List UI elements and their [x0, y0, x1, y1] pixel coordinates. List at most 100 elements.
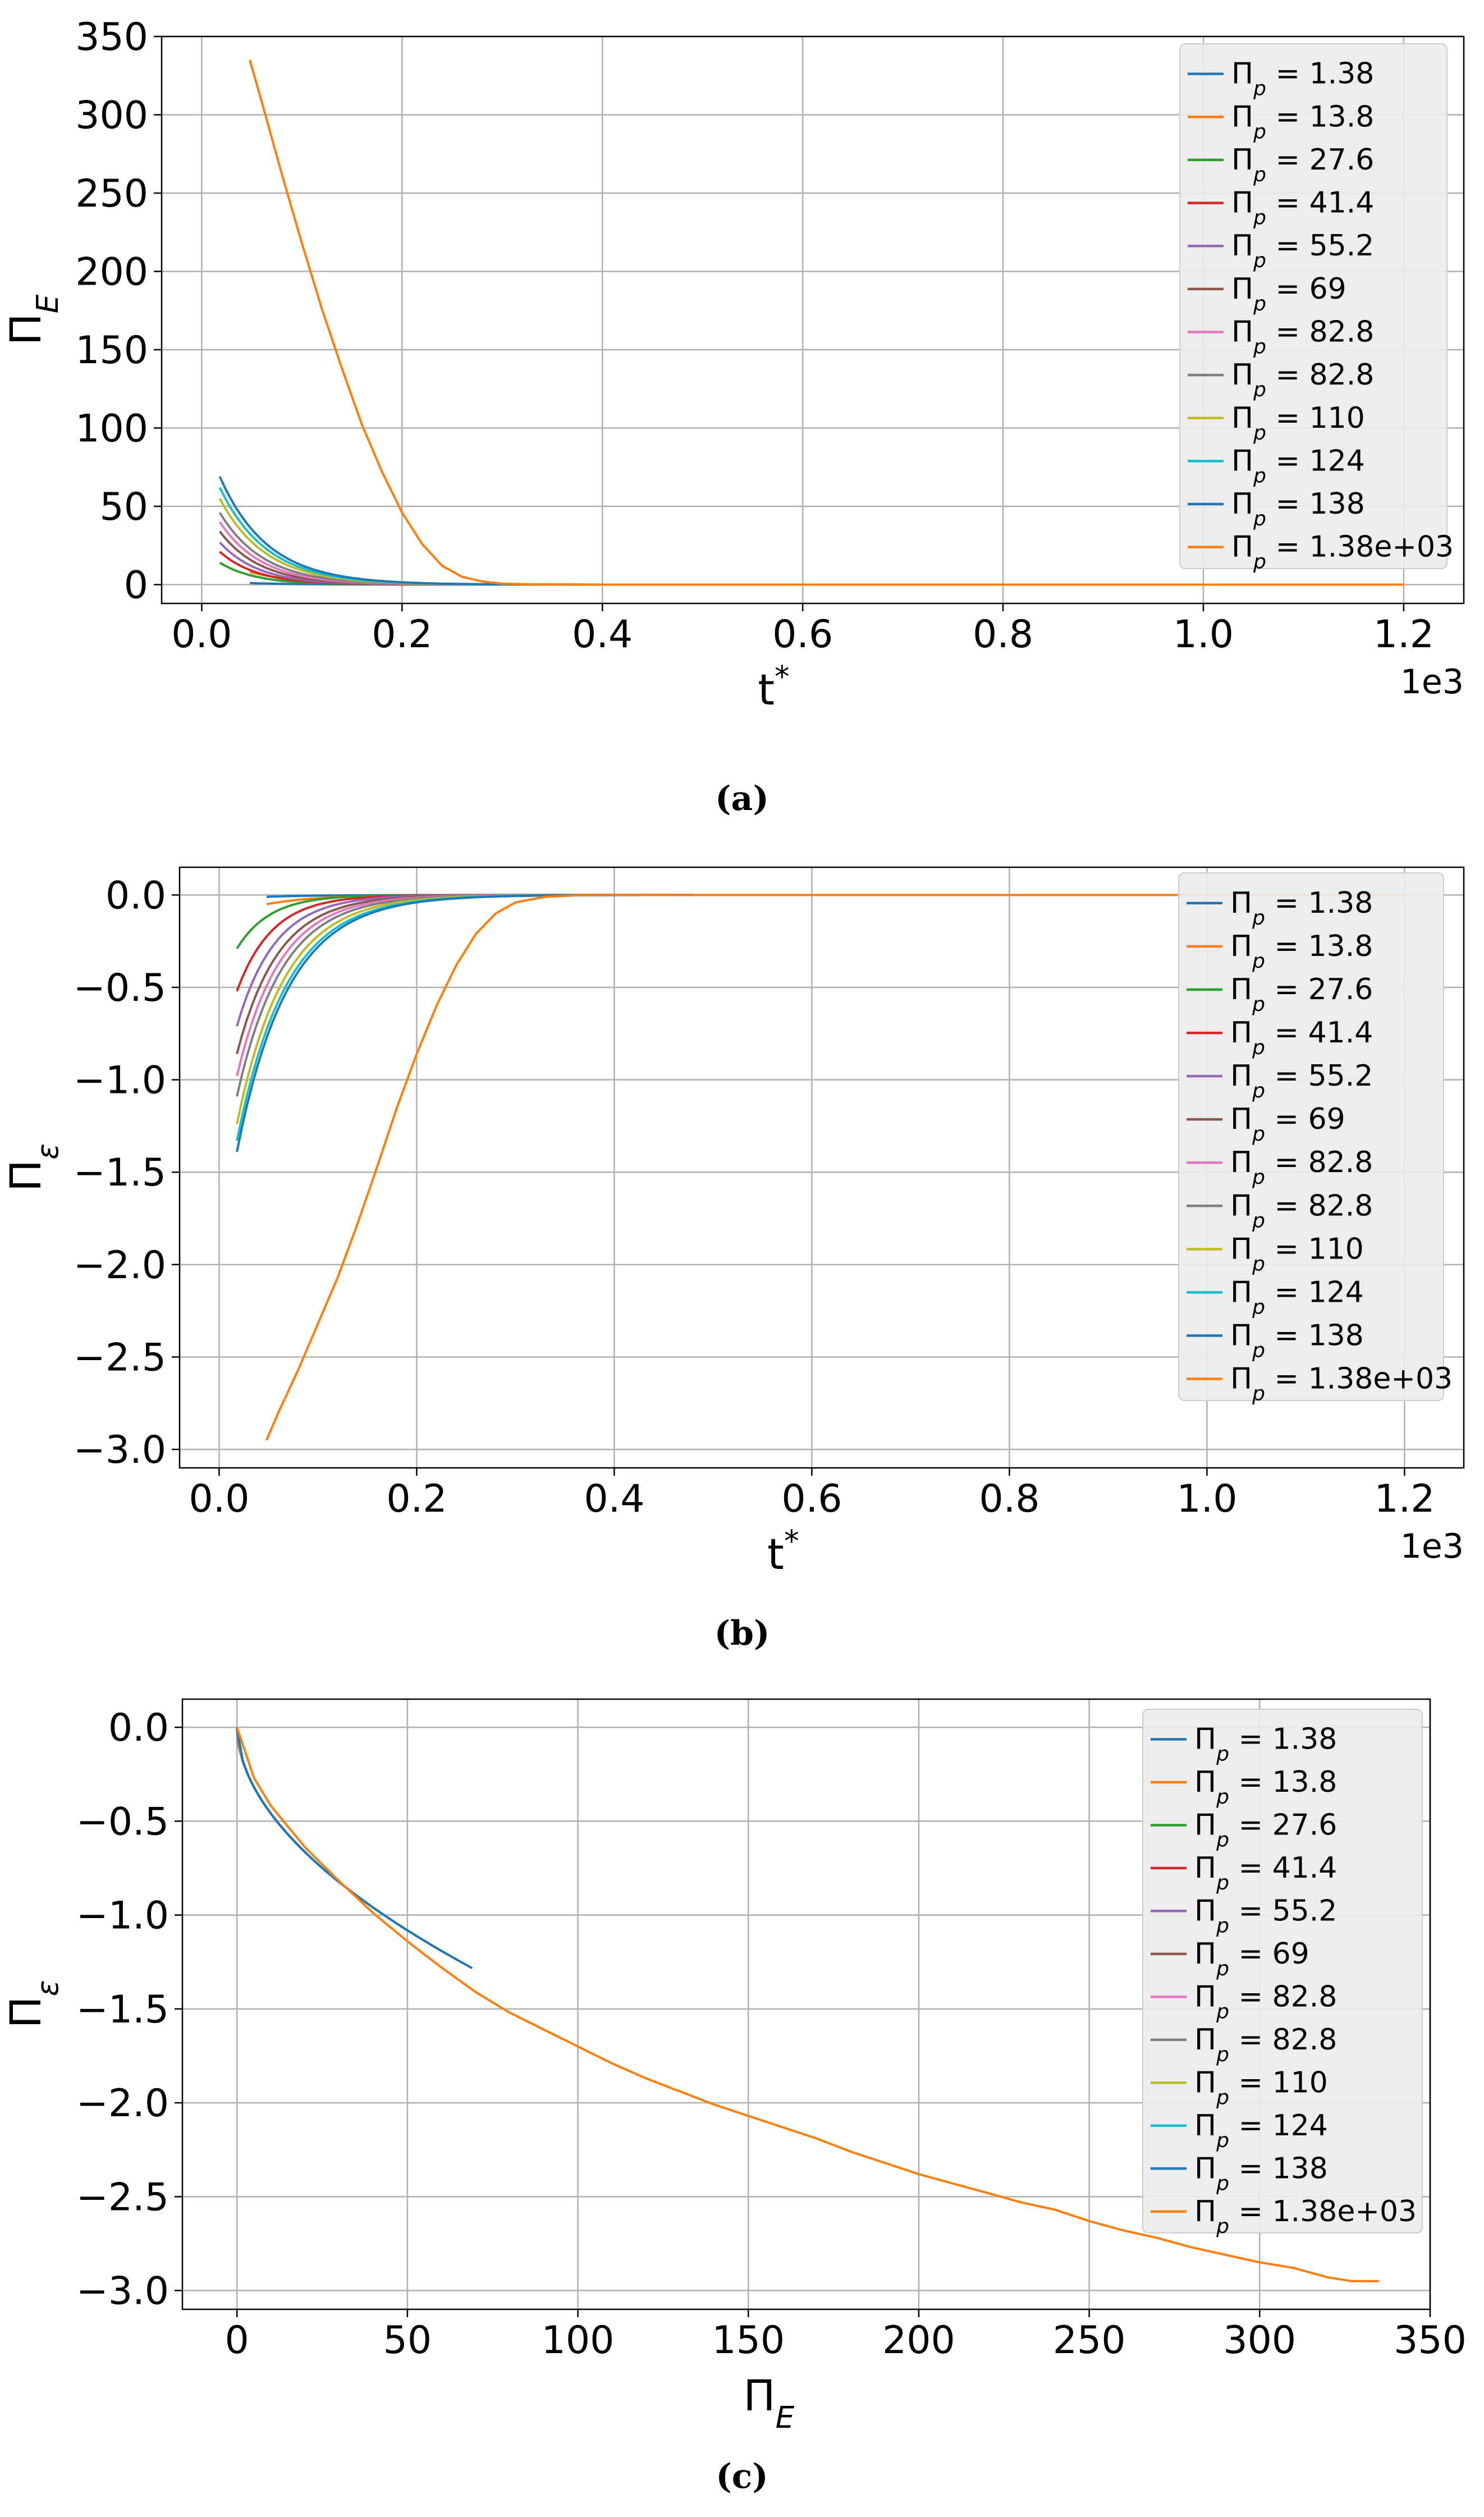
legend-entry-9: Πp = 124 [1230, 1275, 1364, 1319]
legend-entry-2: Πp = 27.6 [1194, 1808, 1337, 1851]
ytick-label: 300 [75, 94, 148, 138]
ytick-label: −3.0 [74, 1428, 166, 1472]
legend-entry-8: Πp = 110 [1194, 2066, 1328, 2109]
xtick-label: 1.0 [1173, 612, 1234, 657]
legend-entry-5: Πp = 69 [1231, 272, 1346, 315]
x-axis-label: ΠE [743, 2370, 794, 2435]
xtick-label: 0.4 [572, 612, 633, 657]
xtick-label: 0.8 [973, 612, 1033, 657]
legend-entry-2: Πp = 27.6 [1230, 973, 1373, 1016]
ytick-label: 250 [75, 172, 148, 216]
x-offset-label: 1e3 [1400, 1527, 1464, 1566]
ytick-label: 200 [75, 250, 148, 295]
ytick-label: −0.5 [74, 966, 166, 1010]
series-group-b [236, 894, 1405, 1441]
ytick-label: −2.5 [74, 1335, 166, 1380]
legend-entry-5: Πp = 69 [1194, 1937, 1309, 1980]
legend-entry-7: Πp = 82.8 [1230, 1189, 1373, 1232]
x-offset-label: 1e3 [1400, 662, 1464, 702]
series-line-c-5 [236, 1727, 354, 1894]
series-group-c [236, 1727, 1379, 2282]
ytick-label: −1.0 [76, 1894, 169, 1938]
legend-entry-6: Πp = 82.8 [1231, 315, 1374, 358]
legend-entry-4: Πp = 55.2 [1230, 1059, 1373, 1102]
legend-box [1142, 1709, 1423, 2234]
y-axis-label: ΠE [1, 294, 65, 345]
series-line-c-6 [236, 1727, 374, 1909]
series-line-a-10 [218, 476, 683, 586]
xtick-label: 1.2 [1374, 1477, 1435, 1521]
xtick-label: 1.2 [1373, 612, 1434, 657]
series-line-c-10 [236, 1727, 473, 1969]
x-axis-label: t* [758, 660, 789, 715]
legend-entry-11: Πp = 1.38e+03 [1230, 1362, 1453, 1405]
xtick-label: 0 [225, 2318, 249, 2363]
ytick-label: 50 [99, 485, 148, 529]
legend-entry-10: Πp = 138 [1231, 487, 1365, 530]
xtick-label: 300 [1223, 2318, 1296, 2363]
xtick-label: 0.2 [372, 612, 432, 657]
ytick-label: 0.0 [108, 1706, 169, 1750]
legend-box [1179, 43, 1448, 569]
legend-entry-4: Πp = 55.2 [1194, 1894, 1337, 1937]
series-line-b-6 [236, 894, 694, 1077]
legend-entry-8: Πp = 110 [1231, 401, 1365, 445]
series-line-b-5 [236, 894, 694, 1055]
series-line-b-10 [236, 894, 694, 1152]
legend-entry-3: Πp = 41.4 [1194, 1851, 1337, 1894]
ytick-label: 0 [124, 564, 148, 608]
ytick-label: 100 [75, 407, 148, 451]
ytick-label: −3.0 [76, 2269, 169, 2314]
legend-entry-6: Πp = 82.8 [1230, 1146, 1373, 1189]
legend-entry-9: Πp = 124 [1231, 444, 1365, 487]
series-line-c-7 [236, 1727, 395, 1923]
series-line-a-11 [249, 60, 1404, 586]
series-line-c-3 [236, 1727, 310, 1857]
ytick-label: −2.0 [74, 1243, 166, 1288]
y-axis-label: Πε [1, 1980, 65, 2029]
xtick-label: 350 [1394, 2318, 1467, 2363]
axes-frame-a [161, 35, 1465, 605]
legend-entry-11: Πp = 1.38e+03 [1194, 2195, 1417, 2238]
legend-entry-4: Πp = 55.2 [1231, 229, 1374, 272]
legend-entry-11: Πp = 1.38e+03 [1231, 530, 1454, 574]
xtick-label: 200 [882, 2318, 955, 2363]
xtick-label: 0.0 [171, 612, 232, 657]
legend-entry-0: Πp = 1.38 [1194, 1723, 1337, 1766]
x-axis-label: t* [767, 1524, 799, 1579]
series-line-c-11 [236, 1727, 1379, 2282]
ytick-label: −1.5 [76, 1988, 169, 2032]
ytick-label: 0.0 [106, 873, 166, 918]
legend-entry-10: Πp = 138 [1230, 1319, 1364, 1362]
series-line-c-4 [236, 1727, 330, 1875]
legend-entry-1: Πp = 13.8 [1230, 930, 1373, 973]
series-line-a-3 [219, 551, 683, 586]
xtick-label: 50 [383, 2318, 432, 2363]
legend-entry-7: Πp = 82.8 [1231, 358, 1374, 401]
series-line-c-8 [236, 1727, 425, 1942]
xtick-label: 0.4 [584, 1477, 644, 1521]
xtick-label: 0.0 [189, 1477, 249, 1521]
panel-a: 0.0 0.2 0.4 0.6 0.8 1.0 1.2 0 50 100 150 200 250 300 3… [1, 15, 1465, 818]
xtick-label: 0.2 [386, 1477, 447, 1521]
xtick-label: 150 [712, 2318, 785, 2363]
legend-entry-3: Πp = 41.4 [1231, 186, 1374, 230]
legend-entry-0: Πp = 1.38 [1230, 886, 1373, 930]
legend-entry-7: Πp = 82.8 [1194, 2023, 1337, 2066]
series-line-b-2 [236, 894, 694, 949]
xtick-label: 250 [1053, 2318, 1126, 2363]
ytick-label: −2.0 [76, 2081, 169, 2126]
panel-caption: (c) [716, 2457, 768, 2496]
ytick-label: −2.5 [76, 2175, 169, 2219]
legend-entry-3: Πp = 41.4 [1230, 1016, 1373, 1059]
legend-entry-2: Πp = 27.6 [1231, 143, 1374, 186]
series-group-a [218, 60, 1404, 586]
ytick-label: −1.5 [74, 1151, 166, 1195]
y-axis-label: Πε [1, 1143, 65, 1192]
panel-c: 0 50 100 150 200 250 300 350 0.0 −0.5 −1.0 −1.5 −2.0… [1, 1698, 1467, 2496]
panel-b: 0.0 0.2 0.4 0.6 0.8 1.0 1.2 0.0 −0.5 −1.0 −1.5 −2.0… [1, 866, 1465, 1653]
legend-entry-5: Πp = 69 [1230, 1102, 1345, 1146]
